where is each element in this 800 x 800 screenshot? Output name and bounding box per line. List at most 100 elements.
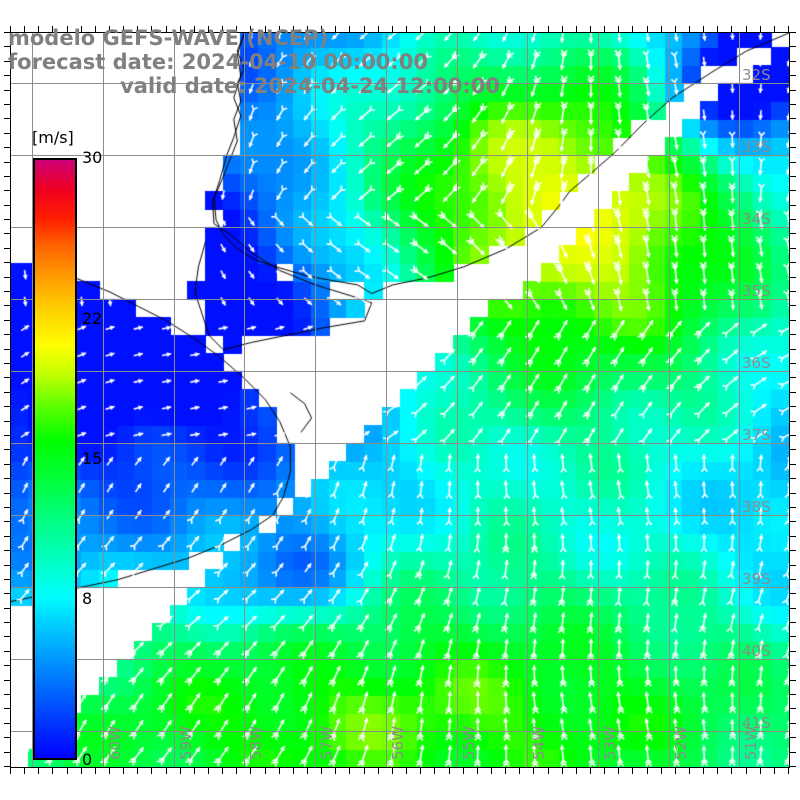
grid-line-lat (11, 587, 789, 588)
axis-tick (4, 320, 10, 321)
axis-tick (790, 133, 796, 134)
longitude-label: 51W (742, 726, 761, 760)
axis-tick (4, 46, 10, 47)
axis-tick (434, 26, 435, 32)
grid-line-lon (32, 33, 33, 767)
axis-tick (790, 320, 796, 321)
grid-line-lat (11, 227, 789, 228)
axis-tick (689, 26, 690, 32)
axis-tick (335, 768, 336, 774)
latitude-label: 35S (742, 282, 771, 301)
axis-tick (4, 464, 10, 465)
axis-tick (790, 277, 796, 278)
axis-tick (123, 26, 124, 32)
axis-tick (790, 536, 796, 537)
axis-tick (790, 593, 796, 594)
axis-tick (4, 680, 10, 681)
axis-tick (790, 176, 796, 177)
axis-tick (420, 26, 421, 32)
axis-tick (790, 233, 796, 234)
axis-tick (790, 464, 796, 465)
axis-tick (590, 768, 591, 774)
axis-tick (790, 147, 796, 148)
axis-tick (790, 752, 796, 753)
axis-tick (24, 768, 25, 774)
axis-tick (420, 768, 421, 774)
axis-tick (81, 768, 82, 774)
axis-tick (790, 565, 796, 566)
axis-tick (137, 768, 138, 774)
axis-tick (4, 449, 10, 450)
axis-tick (293, 768, 294, 774)
axis-tick (4, 75, 10, 76)
axis-tick (790, 104, 796, 105)
axis-tick (4, 262, 10, 263)
axis-tick (505, 768, 506, 774)
axis-tick (717, 768, 718, 774)
axis-tick (647, 26, 648, 32)
axis-tick (4, 636, 10, 637)
axis-tick (576, 768, 577, 774)
axis-tick (760, 768, 761, 774)
axis-tick (790, 46, 796, 47)
axis-tick (67, 26, 68, 32)
grid-line-lon (386, 33, 387, 767)
axis-tick (4, 118, 10, 119)
axis-tick (4, 694, 10, 695)
axis-tick (449, 26, 450, 32)
axis-tick (790, 248, 796, 249)
colorbar-tick-label: 30 (82, 148, 103, 167)
axis-tick (790, 349, 796, 350)
axis-tick (790, 334, 796, 335)
grid-line-lon (244, 33, 245, 767)
axis-tick (790, 507, 796, 508)
axis-tick (505, 26, 506, 32)
axis-tick (265, 26, 266, 32)
axis-tick (4, 593, 10, 594)
axis-tick (378, 26, 379, 32)
axis-tick (790, 32, 796, 33)
axis-tick (790, 435, 796, 436)
axis-tick (533, 768, 534, 774)
axis-tick (746, 26, 747, 32)
grid-line-lon (315, 33, 316, 767)
axis-tick (406, 768, 407, 774)
axis-tick (689, 768, 690, 774)
axis-tick (760, 26, 761, 32)
axis-tick (790, 723, 796, 724)
axis-tick (4, 478, 10, 479)
axis-tick (661, 26, 662, 32)
latitude-label: 34S (742, 210, 771, 229)
colorbar-tick-label: 15 (82, 449, 103, 468)
axis-tick (519, 768, 520, 774)
axis-tick (790, 363, 796, 364)
axis-tick (4, 651, 10, 652)
right-tick-rail (790, 32, 800, 768)
grid-line-lat (11, 443, 789, 444)
axis-tick (790, 291, 796, 292)
axis-tick (307, 768, 308, 774)
axis-tick (717, 26, 718, 32)
longitude-label: 55W (459, 726, 478, 760)
axis-tick (321, 26, 322, 32)
axis-tick (533, 26, 534, 32)
axis-tick (434, 768, 435, 774)
axis-tick (4, 32, 10, 33)
axis-tick (604, 768, 605, 774)
axis-tick (180, 768, 181, 774)
axis-tick (790, 493, 796, 494)
axis-tick (4, 579, 10, 580)
axis-tick (10, 26, 11, 32)
axis-tick (463, 768, 464, 774)
axis-tick (250, 26, 251, 32)
axis-tick (562, 768, 563, 774)
axis-tick (4, 233, 10, 234)
axis-tick (236, 26, 237, 32)
axis-tick (790, 262, 796, 263)
axis-tick (790, 377, 796, 378)
longitude-label: 60W (105, 726, 124, 760)
axis-tick (731, 768, 732, 774)
axis-tick (790, 421, 796, 422)
axis-tick (52, 26, 53, 32)
